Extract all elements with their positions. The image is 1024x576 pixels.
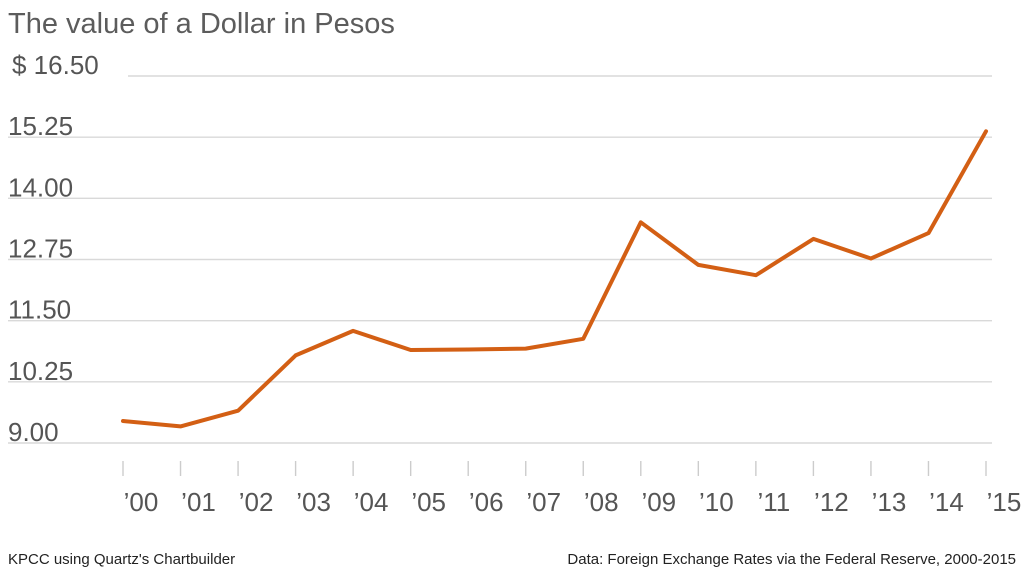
data-point xyxy=(180,425,182,427)
data-point xyxy=(410,349,412,351)
data-point xyxy=(295,354,297,356)
y-tick-label: $ 16.50 xyxy=(12,50,99,80)
data-point xyxy=(352,330,354,332)
data-point xyxy=(640,221,642,223)
x-tick-label: ’02 xyxy=(239,487,274,517)
credit-text: KPCC using Quartz's Chartbuilder xyxy=(8,551,236,568)
x-axis-tick-marks xyxy=(122,461,987,476)
x-tick-label: ’13 xyxy=(872,487,907,517)
series-line xyxy=(121,129,988,429)
data-point xyxy=(237,410,239,412)
x-tick-label: ’03 xyxy=(296,487,331,517)
x-tick-label: ’12 xyxy=(814,487,849,517)
gridlines xyxy=(8,75,992,444)
x-tick-label: ’09 xyxy=(641,487,676,517)
data-point xyxy=(755,274,757,276)
data-point xyxy=(582,338,584,340)
chart-title: The value of a Dollar in Pesos xyxy=(8,8,395,40)
y-axis-tick-labels: 9.00 10.25 11.50 12.75 14.00 15.25 $ 16.50 xyxy=(8,50,99,447)
y-tick-label: 9.00 xyxy=(8,417,59,447)
y-tick-label: 10.25 xyxy=(8,356,73,386)
x-tick-label: ’11 xyxy=(757,487,790,517)
x-tick-label: ’05 xyxy=(411,487,446,517)
x-tick-label: ’01 xyxy=(181,487,216,517)
x-tick-label: ’15 xyxy=(987,487,1022,517)
data-point xyxy=(812,238,814,240)
x-tick-label: ’06 xyxy=(469,487,504,517)
x-tick-label: ’00 xyxy=(124,487,159,517)
data-point xyxy=(697,264,699,266)
x-tick-label: ’14 xyxy=(929,487,964,517)
x-tick-label: ’07 xyxy=(526,487,561,517)
data-point xyxy=(525,348,527,350)
x-tick-label: ’08 xyxy=(584,487,619,517)
x-tick-label: ’10 xyxy=(699,487,734,517)
y-tick-label: 12.75 xyxy=(8,234,73,264)
y-tick-label: 14.00 xyxy=(8,172,73,202)
x-axis-tick-labels: ’00 ’01 ’02 ’03 ’04 ’05 ’06 ’07 ’08 ’09 ’10 ’11 ’12 ’… xyxy=(124,487,1022,517)
data-point xyxy=(870,258,872,260)
x-tick-label: ’04 xyxy=(354,487,389,517)
series-layer xyxy=(121,129,988,429)
data-point xyxy=(985,130,987,132)
data-point xyxy=(122,420,124,422)
y-tick-label: 15.25 xyxy=(8,111,73,141)
data-point xyxy=(467,349,469,351)
y-tick-label: 11.50 xyxy=(8,295,71,325)
data-source-text: Data: Foreign Exchange Rates via the Fed… xyxy=(567,551,1016,568)
data-point xyxy=(927,232,929,234)
